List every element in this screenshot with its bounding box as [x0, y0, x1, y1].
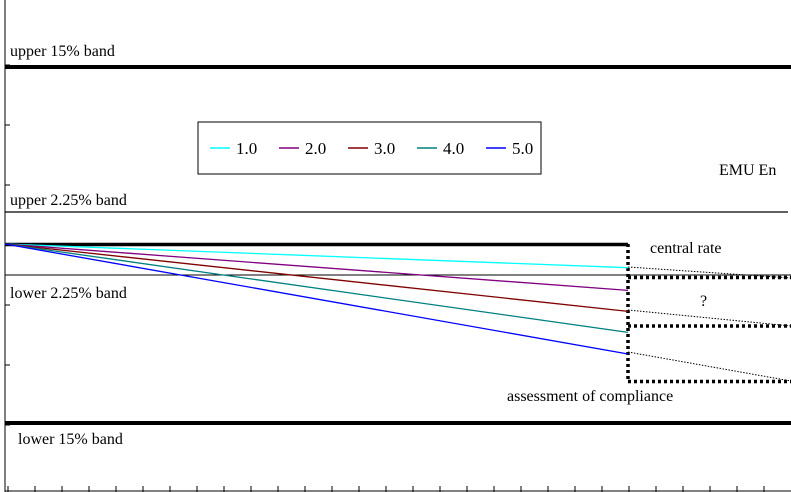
series-line-5-0	[4, 243, 629, 355]
legend-label-3-0: 3.0	[374, 139, 395, 158]
emu-entry-label: EMU En	[719, 162, 776, 179]
assessment-label: assessment of compliance	[507, 388, 673, 405]
series-line-1-0	[4, 243, 629, 269]
question-mark-annotation: ?	[700, 293, 707, 310]
series-line-2-0	[4, 243, 629, 292]
legend-items: 1.0 2.0 3.0 4.0 5.0	[210, 139, 533, 158]
upper-15-band-label: upper 15% band	[10, 43, 115, 60]
series-line-4-0	[4, 243, 629, 334]
legend-label-5-0: 5.0	[512, 139, 533, 158]
upper-2-25-band-label: upper 2.25% band	[10, 192, 127, 209]
legend-box	[197, 121, 542, 175]
projection-region	[626, 244, 791, 384]
central-rate-label: central rate	[650, 240, 722, 257]
legend-label-4-0: 4.0	[443, 139, 464, 158]
lower-2-25-band-label: lower 2.25% band	[10, 285, 127, 302]
legend: 1.0 2.0 3.0 4.0 5.0	[197, 121, 542, 175]
legend-label-1-0: 1.0	[236, 139, 257, 158]
x-axis-ticks	[5, 486, 791, 492]
series-lines	[4, 243, 629, 355]
lower-15-band-label: lower 15% band	[18, 431, 123, 448]
series-line-3-0	[4, 243, 629, 313]
legend-label-2-0: 2.0	[305, 139, 326, 158]
